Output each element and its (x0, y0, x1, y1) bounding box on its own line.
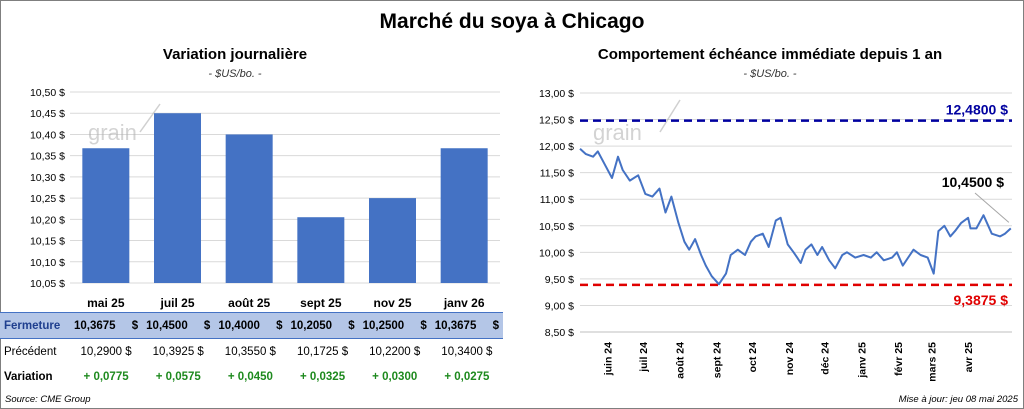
currency-symbol: $ (492, 319, 499, 332)
watermark-logo: grain (88, 120, 137, 145)
table-row-fermeture: Fermeture 10,3675 $ 10,4500 $ 10,4000 $ 10,… (0, 312, 503, 339)
variation-value: + 0,0275 (444, 370, 490, 383)
bar (440, 148, 488, 283)
y-tick-label: 9,00 $ (545, 300, 574, 312)
x-category-label: nov 25 (373, 296, 411, 310)
row-label-precedent: Précédent (4, 345, 57, 358)
fermeture-value: 10,3675 (434, 319, 477, 332)
variation-value: + 0,0575 (155, 370, 201, 383)
precedent-value: 10,1725 $ (296, 345, 349, 358)
y-tick-label: 10,25 $ (30, 193, 65, 205)
fermeture-value: 10,3675 (74, 319, 116, 332)
table-row-precedent: Précédent 10,2900 $ 10,3925 $ 10,3550 $ … (0, 339, 503, 365)
y-tick-label: 10,05 $ (30, 278, 65, 290)
left-chart-unit: - $US/bo. - (208, 68, 262, 80)
currency-symbol: $ (203, 319, 211, 332)
currency-symbol: $ (348, 319, 355, 332)
bar (82, 148, 130, 283)
table-row-variation: Variation + 0,0775 + 0,0575 + 0,0450 + 0… (0, 364, 503, 389)
y-tick-label: 10,45 $ (30, 108, 65, 120)
x-category-label: mai 25 (87, 296, 125, 310)
variation-value: + 0,0300 (372, 370, 418, 383)
high-value-label: 12,4800 $ (946, 102, 1008, 118)
variation-value: + 0,0325 (300, 370, 346, 383)
fermeture-value: 10,2500 (362, 319, 405, 332)
fermeture-value: 10,2050 (290, 319, 333, 332)
right-chart-title: Comportement échéance immédiate depuis 1… (597, 46, 943, 63)
precedent-value: 10,3550 $ (224, 345, 276, 358)
y-tick-label: 10,30 $ (30, 172, 65, 184)
update-note: Mise à jour: jeu 08 mai 2025 (898, 394, 1018, 405)
x-tick-label: oct 24 (747, 342, 759, 373)
watermark-logo: grain (593, 120, 642, 145)
precedent-value: 10,2900 $ (80, 345, 132, 358)
price-series-line (579, 148, 1012, 286)
last-value-label: 10,4500 $ (942, 174, 1004, 190)
y-tick-label: 11,00 $ (540, 194, 574, 206)
y-tick-label: 10,00 $ (539, 247, 574, 259)
variation-value: + 0,0450 (227, 370, 273, 383)
price-table: Fermeture 10,3675 $ 10,4500 $ 10,4000 $ 10,… (0, 312, 503, 389)
low-value-label: 9,3875 $ (954, 292, 1009, 308)
currency-symbol: $ (131, 319, 139, 332)
x-tick-label: juil 24 (638, 342, 650, 373)
precedent-value: 10,3400 $ (441, 345, 493, 358)
y-tick-label: 10,35 $ (30, 151, 65, 163)
last-value-leader-line (974, 192, 1010, 223)
x-tick-label: déc 24 (819, 342, 831, 375)
right-chart-unit: - $US/bo. - (743, 68, 797, 80)
bar (225, 134, 273, 283)
y-tick-label: 12,50 $ (539, 115, 574, 127)
bar (369, 198, 416, 283)
currency-symbol: $ (276, 319, 283, 332)
fermeture-value: 10,4000 (218, 319, 260, 332)
x-tick-label: sept 24 (711, 342, 723, 378)
y-tick-label: 10,15 $ (30, 236, 65, 248)
x-tick-label: févr 25 (893, 342, 905, 376)
bar (297, 217, 345, 283)
x-category-label: janv 26 (443, 296, 485, 310)
source-note: Source: CME Group (5, 394, 91, 405)
y-tick-label: 10,10 $ (30, 257, 65, 269)
x-tick-label: nov 24 (784, 342, 796, 375)
x-tick-label: mars 25 (926, 342, 938, 382)
x-tick-label: avr 25 (963, 342, 975, 373)
y-tick-label: 10,20 $ (30, 214, 65, 226)
fermeture-value: 10,4500 (146, 319, 188, 332)
currency-symbol: $ (420, 319, 427, 332)
precedent-value: 10,3925 $ (152, 345, 204, 358)
y-tick-label: 10,50 $ (539, 221, 574, 233)
y-tick-label: 10,40 $ (30, 129, 65, 141)
x-category-label: juil 25 (159, 296, 194, 310)
x-category-label: août 25 (228, 296, 270, 310)
bar (154, 113, 201, 283)
x-tick-label: août 24 (675, 342, 687, 379)
watermark-tick-icon (139, 103, 161, 133)
x-tick-label: janv 25 (856, 342, 868, 379)
watermark-tick-icon (659, 99, 681, 133)
y-tick-label: 10,50 $ (30, 87, 65, 99)
y-tick-label: 9,50 $ (545, 274, 574, 286)
precedent-value: 10,2200 $ (369, 345, 421, 358)
x-category-label: sept 25 (300, 296, 342, 310)
variation-value: + 0,0775 (83, 370, 129, 383)
page-title: Marché du soya à Chicago (379, 10, 645, 33)
x-tick-label: juin 24 (602, 342, 614, 376)
row-label-variation: Variation (4, 370, 53, 383)
y-tick-label: 8,50 $ (545, 327, 574, 339)
left-chart-title: Variation journalière (162, 46, 308, 63)
y-tick-label: 11,50 $ (540, 168, 574, 180)
y-tick-label: 12,00 $ (539, 141, 574, 153)
row-label-fermeture: Fermeture (0, 312, 70, 339)
y-tick-label: 13,00 $ (539, 88, 574, 100)
